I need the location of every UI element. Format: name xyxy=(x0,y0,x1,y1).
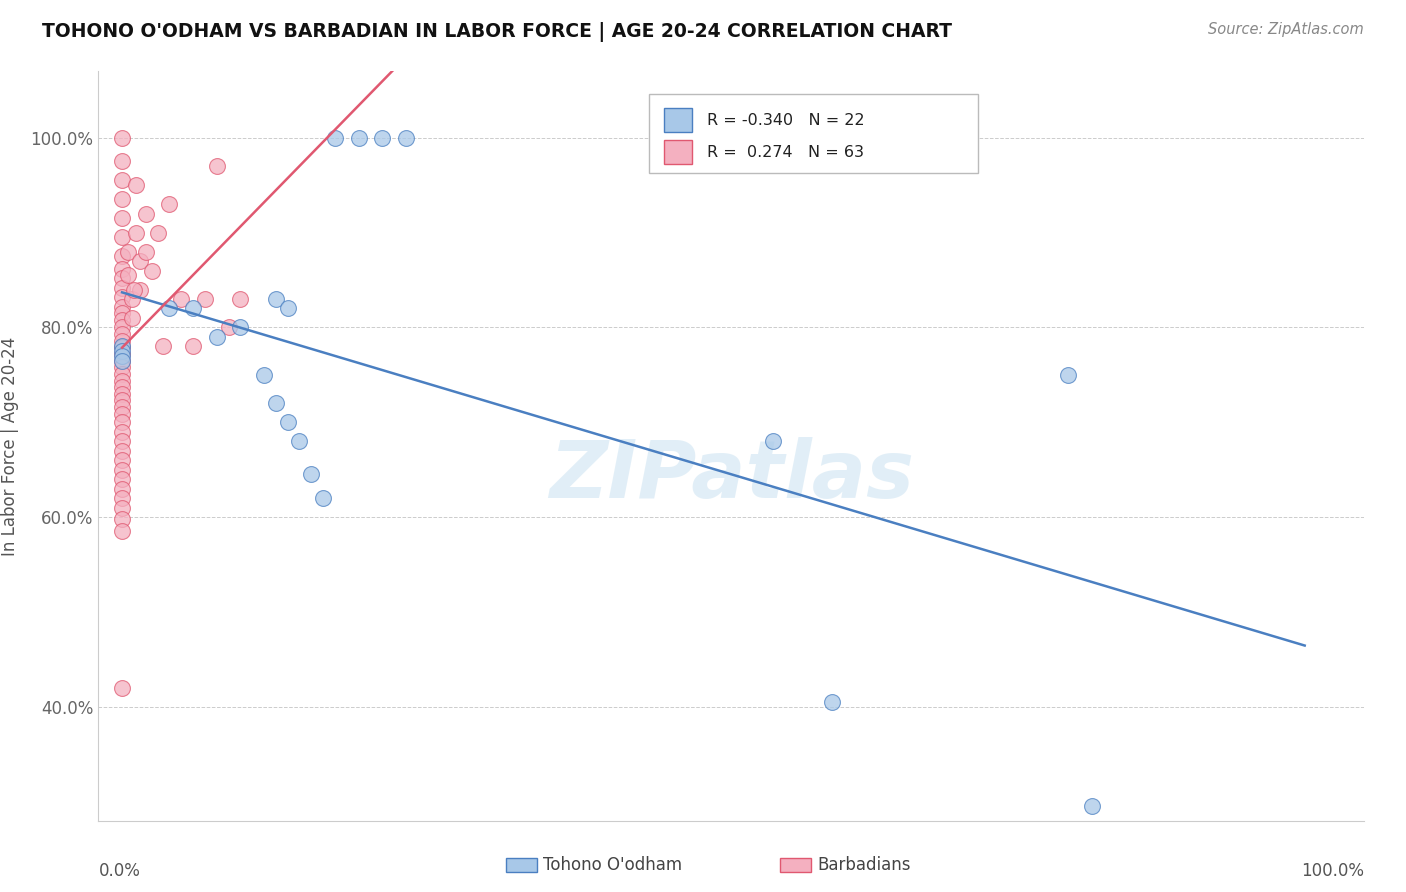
Bar xyxy=(664,108,692,132)
Point xyxy=(820,695,842,709)
Point xyxy=(371,130,394,145)
Point xyxy=(111,271,134,285)
Point xyxy=(347,130,370,145)
Point xyxy=(229,320,252,334)
Point xyxy=(111,230,134,244)
Point xyxy=(277,415,299,429)
Text: 0.0%: 0.0% xyxy=(98,862,141,880)
Point xyxy=(264,292,287,306)
Text: R = -0.340   N = 22: R = -0.340 N = 22 xyxy=(707,112,865,128)
Point xyxy=(111,387,134,401)
Text: R =  0.274   N = 63: R = 0.274 N = 63 xyxy=(707,145,865,160)
Point xyxy=(111,320,134,334)
Text: 100.0%: 100.0% xyxy=(1301,862,1364,880)
Point xyxy=(111,524,134,539)
Point xyxy=(117,244,139,259)
Point xyxy=(205,159,228,173)
Point xyxy=(121,292,143,306)
Point xyxy=(111,211,134,226)
Point xyxy=(111,130,134,145)
Point xyxy=(181,339,204,353)
Point xyxy=(111,491,134,505)
Text: ZIPatlas: ZIPatlas xyxy=(548,437,914,515)
Point xyxy=(111,349,134,363)
Point xyxy=(111,360,134,375)
Point xyxy=(194,292,217,306)
Point xyxy=(323,130,346,145)
Point xyxy=(111,261,134,276)
Point xyxy=(170,292,193,306)
Point xyxy=(111,327,134,342)
Point xyxy=(111,472,134,486)
Point xyxy=(111,407,134,421)
Point xyxy=(111,434,134,449)
Point xyxy=(111,353,134,368)
Point xyxy=(111,313,134,327)
Point xyxy=(111,339,134,353)
Point xyxy=(122,283,145,297)
Point xyxy=(111,334,134,348)
Point xyxy=(121,310,143,325)
Point xyxy=(135,244,157,259)
Point xyxy=(1057,368,1080,382)
Point xyxy=(111,400,134,414)
Point xyxy=(111,306,134,320)
Point xyxy=(288,434,311,449)
Point xyxy=(111,415,134,429)
Point xyxy=(111,443,134,458)
Y-axis label: In Labor Force | Age 20-24: In Labor Force | Age 20-24 xyxy=(1,336,20,556)
Point xyxy=(253,368,276,382)
Point xyxy=(312,491,335,505)
Point xyxy=(761,434,783,449)
Point xyxy=(146,226,169,240)
Text: Tohono O'odham: Tohono O'odham xyxy=(543,856,682,874)
Point xyxy=(111,425,134,439)
Point xyxy=(111,453,134,467)
Point xyxy=(111,193,134,207)
Point xyxy=(111,280,134,294)
Point xyxy=(111,374,134,388)
Point xyxy=(128,283,150,297)
Point xyxy=(111,347,134,361)
Point xyxy=(111,380,134,394)
Point xyxy=(111,367,134,381)
Point xyxy=(157,197,180,211)
Point xyxy=(141,263,163,277)
Point xyxy=(111,300,134,314)
Point xyxy=(111,393,134,408)
Point xyxy=(111,154,134,169)
Text: Source: ZipAtlas.com: Source: ZipAtlas.com xyxy=(1208,22,1364,37)
Point xyxy=(111,290,134,304)
Point xyxy=(125,178,148,193)
FancyBboxPatch shape xyxy=(648,94,979,172)
Point xyxy=(111,249,134,263)
Point xyxy=(181,301,204,316)
Bar xyxy=(664,140,692,164)
Point xyxy=(128,254,150,268)
Point xyxy=(111,482,134,496)
Point xyxy=(299,467,322,482)
Point xyxy=(111,512,134,526)
Point xyxy=(111,681,134,695)
Point xyxy=(229,292,252,306)
Point xyxy=(264,396,287,410)
Point xyxy=(111,463,134,477)
Point xyxy=(111,353,134,368)
Point xyxy=(277,301,299,316)
Point xyxy=(117,268,139,283)
Point xyxy=(111,340,134,354)
Point xyxy=(111,173,134,187)
Point xyxy=(135,206,157,220)
Point xyxy=(157,301,180,316)
Point xyxy=(1081,799,1104,814)
Point xyxy=(395,130,418,145)
Point xyxy=(111,500,134,515)
Text: Barbadians: Barbadians xyxy=(817,856,911,874)
Text: TOHONO O'ODHAM VS BARBADIAN IN LABOR FORCE | AGE 20-24 CORRELATION CHART: TOHONO O'ODHAM VS BARBADIAN IN LABOR FOR… xyxy=(42,22,952,42)
Point xyxy=(125,226,148,240)
Point xyxy=(218,320,240,334)
Point xyxy=(111,344,134,359)
Point xyxy=(152,339,174,353)
Point xyxy=(205,330,228,344)
